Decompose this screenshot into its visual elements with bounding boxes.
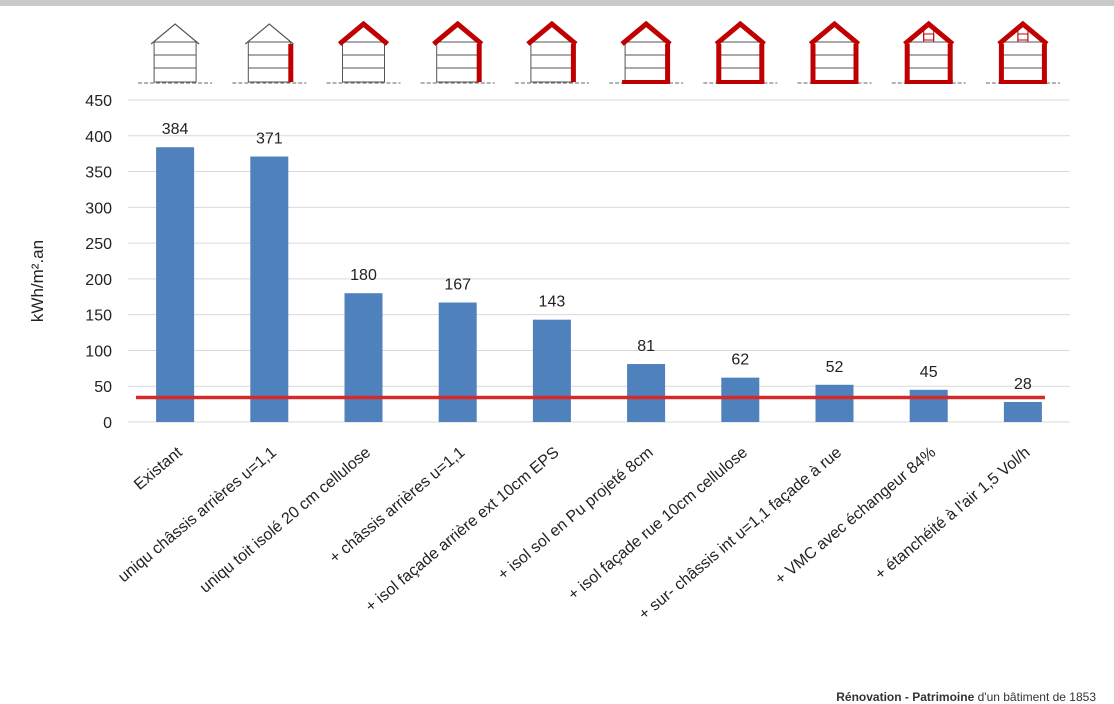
- bar: [156, 147, 195, 422]
- data-label: 167: [444, 277, 471, 294]
- x-tick-label: + isol façade rue 10cm cellulose: [565, 444, 751, 604]
- house-icon: [703, 20, 778, 84]
- y-axis-label: kWh/m².an: [28, 240, 47, 322]
- house-icon: [797, 20, 872, 84]
- x-tick-label: uniqu châssis arrières u=1,1: [115, 444, 280, 586]
- footer-caption: Rénovation - Patrimoine d'un bâtiment de…: [836, 690, 1096, 704]
- x-tick-label: Existant: [131, 444, 186, 494]
- x-tick-label: + sur- châssis int u=1,1 façade à rue: [636, 444, 845, 623]
- data-label: 384: [162, 121, 189, 138]
- y-tick-label: 450: [85, 93, 112, 110]
- house-icon: [420, 20, 495, 84]
- y-tick-label: 250: [85, 236, 112, 253]
- data-label: 45: [920, 364, 938, 381]
- x-tick-label: + VMC avec échangeur 84%: [772, 444, 939, 588]
- house-icon: [891, 20, 966, 84]
- house-icon: [326, 20, 401, 84]
- footer-subtitle: d'un bâtiment de 1853: [974, 690, 1096, 704]
- house-icon: [514, 20, 589, 84]
- data-label: 371: [256, 131, 283, 148]
- y-tick-label: 100: [85, 343, 112, 360]
- house-icon: [609, 20, 684, 84]
- y-tick-label: 400: [85, 129, 112, 146]
- bar: [438, 302, 477, 422]
- top-rule: [0, 0, 1114, 6]
- house-icon: [138, 23, 213, 84]
- y-tick-label: 0: [103, 415, 112, 432]
- data-label: 81: [637, 338, 655, 355]
- bar: [721, 377, 760, 422]
- x-tick-label: + isol sol en Pu projeté 8cm: [495, 444, 657, 584]
- house-icon: [985, 20, 1060, 84]
- bar: [909, 389, 948, 422]
- y-tick-label: 300: [85, 200, 112, 217]
- bar: [532, 319, 571, 422]
- x-tick-label: + isol façade arrière ext 10cm EPS: [362, 444, 562, 616]
- y-tick-label: 50: [94, 379, 112, 396]
- bar: [250, 156, 289, 423]
- data-label: 180: [350, 267, 377, 284]
- bar: [627, 364, 666, 422]
- data-label: 143: [539, 294, 566, 311]
- house-icon: [232, 23, 307, 84]
- footer-title: Rénovation - Patrimoine: [836, 690, 975, 704]
- x-tick-label: + étanchéité à l'air 1,5 Vol/h: [872, 444, 1033, 583]
- bar: [344, 293, 383, 422]
- data-label: 28: [1014, 376, 1032, 393]
- x-tick-label: uniqu toit isolé 20 cm cellulose: [197, 444, 374, 597]
- y-tick-label: 200: [85, 272, 112, 289]
- y-tick-label: 150: [85, 308, 112, 325]
- bar: [1003, 401, 1042, 422]
- y-tick-label: 350: [85, 165, 112, 182]
- bar: [815, 384, 854, 422]
- data-label: 52: [826, 359, 844, 376]
- data-label: 62: [731, 352, 749, 369]
